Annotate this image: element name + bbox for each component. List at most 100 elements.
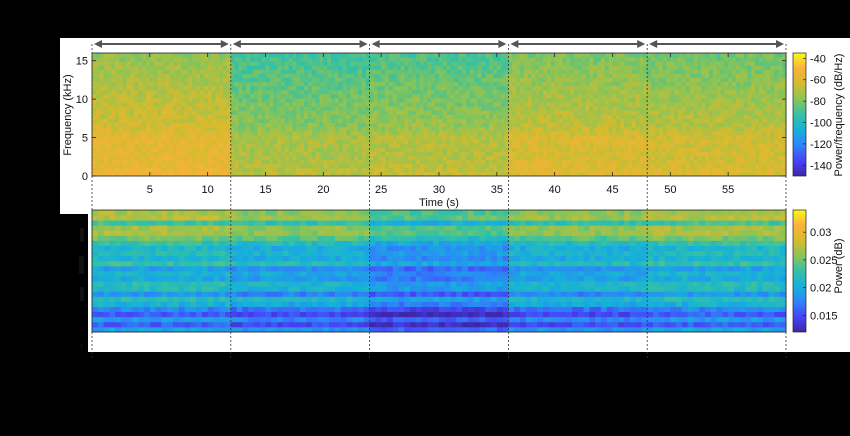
spectrogram-cell [377,106,382,111]
spectrogram-cell [153,94,158,99]
spectrogram-cell [277,143,282,148]
spectrogram-cell [516,53,521,58]
spectrogram-cell [172,85,178,91]
spectrogram-cell [211,69,216,74]
spectrogram-cell [315,159,320,165]
spectrogram-cell [508,81,513,87]
spectrogram-cell [620,65,625,70]
spectrogram-cell [226,98,232,103]
spectrogram-cell [331,135,336,140]
spectrogram-cell [207,73,212,78]
spectrogram-cell [627,110,633,115]
spectrogram-cell [531,106,536,111]
spectrogram-cell [458,163,463,169]
spectrogram-cell [627,94,633,99]
spectrogram-cell [307,61,313,66]
spectrogram-cell [134,57,139,62]
spectrogram-cell [454,65,459,70]
spectrogram-cell [188,122,193,128]
spectrogram-cell [292,135,297,140]
spectrogram-cell [234,94,239,99]
spectrogram-cell [311,167,317,173]
spectrogram-cell [442,122,448,128]
spectrogram-cell [442,53,448,58]
spectrogram-cell [554,98,559,103]
spectrogram-cell [516,139,521,144]
spectrogram-cell [273,155,278,160]
spectrogram-cell [242,61,247,66]
spectrogram-cell [269,53,274,58]
spectrogram-cell [369,94,374,99]
spectrogram-cell [226,147,232,152]
spectrogram-cell [647,171,652,177]
spectrogram-cell [412,98,417,103]
spectrogram-cell [288,57,293,62]
spectrogram-cell [296,106,301,111]
spectrogram-cell [311,77,317,83]
spectrogram-cell [512,110,517,115]
spectrogram-cell [685,65,691,70]
spectrogram-cell [280,147,286,152]
spectrogram-cell [678,53,683,58]
spectrogram-cell [620,73,625,78]
spectrogram-cell [138,171,143,177]
spectrogram-cell [419,106,424,111]
spectrogram-cell [307,102,313,107]
spectrogram-cell [153,163,158,169]
spectrogram-cell [539,61,544,66]
spectrogram-cell [145,65,151,70]
spectrogram-cell [465,147,471,152]
spectrogram-cell [172,53,178,58]
spectrogram-cell [358,53,363,58]
spectrogram-cell [431,81,436,87]
spectrogram-cell [465,65,471,70]
spectrogram-cell [670,130,675,136]
spectrogram-cell [192,81,197,87]
spectrogram-cell [307,98,313,103]
spectrogram-cell [624,139,629,144]
spectrogram-cell [701,61,706,66]
spectrogram-cell [427,89,432,95]
spectrogram-cell [176,139,182,144]
spectrogram-cell [600,73,606,78]
spectrogram-cell [250,126,255,132]
spectrogram-cell [203,102,209,107]
spectrogram-cell [381,81,386,87]
spectrogram-cell [361,139,367,144]
spectrogram-cell [589,57,594,62]
spectrogram-cell [701,122,706,128]
spectrogram-cell [207,118,212,124]
spectrogram-cell [319,57,324,62]
spectrogram-cell [635,122,640,128]
spectrogram-cell [527,163,532,169]
spectrogram-cell [573,77,579,83]
spectrogram-cell [261,61,266,66]
spectrogram-cell [250,118,255,124]
spectrogram-cell [342,73,347,78]
spectrogram-cell [435,130,440,136]
spectrogram-cell [361,69,367,74]
spectrogram-cell [242,53,247,58]
spectrogram-cell [546,155,552,160]
spectrogram-cell [172,106,178,111]
spectrogram-cell [681,122,687,128]
spectrogram-cell [238,163,243,169]
spectrogram-cell [527,57,532,62]
spectrogram-cell [145,139,151,144]
spectrogram-cell [439,167,444,173]
spectrogram-cell [504,53,509,58]
spectrogram-cell [712,130,717,136]
spectrogram-cell [215,139,220,144]
spectrogram-cell [369,53,374,58]
spectrogram-cell [388,155,394,160]
spectrogram-cell [666,163,671,169]
spectrogram-cell [130,147,135,152]
spectrogram-cell [439,53,444,58]
spectrogram-cell [334,65,340,70]
spectrogram-cell [573,159,579,165]
spectrogram-cell [701,171,706,177]
spectrogram-cell [581,69,586,74]
spectrogram-cell [435,61,440,66]
spectrogram-cell [280,139,286,144]
spectrogram-cell [477,163,482,169]
